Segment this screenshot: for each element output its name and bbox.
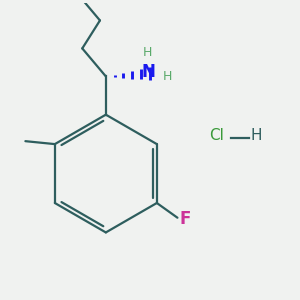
Text: H: H	[163, 70, 172, 83]
Text: H: H	[250, 128, 262, 143]
Text: F: F	[180, 210, 191, 228]
Text: Cl: Cl	[209, 128, 224, 143]
Text: N: N	[142, 63, 155, 81]
Text: H: H	[142, 46, 152, 59]
